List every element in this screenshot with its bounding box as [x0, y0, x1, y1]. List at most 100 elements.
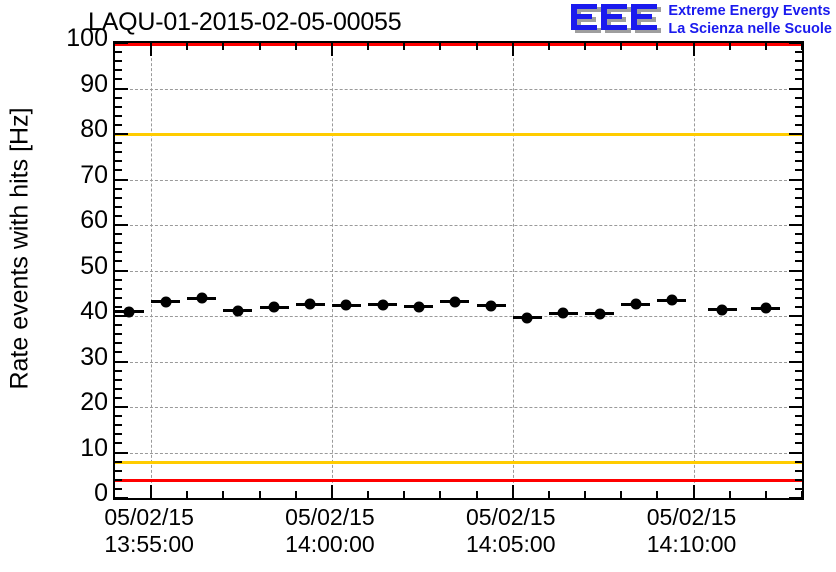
gridline-vertical: [512, 43, 514, 498]
data-point-marker[interactable]: [594, 308, 606, 320]
data-point-marker[interactable]: [630, 298, 642, 310]
x-tick-minor: [186, 491, 189, 498]
y-tick-minor-right: [795, 69, 802, 72]
y-tick-minor: [115, 60, 122, 63]
y-tick-major-right: [789, 315, 802, 317]
x-axis-tick-labels: 05/02/15 13:55:00 05/02/15 14:00:00 05/02/15…: [104, 504, 800, 572]
y-tick-major-right: [789, 360, 802, 363]
x-tick-major-top: [511, 43, 514, 56]
x-tick-minor: [656, 491, 659, 498]
y-tick-minor-right: [795, 187, 802, 190]
eee-logo-line2: La Scienza nelle Scuole: [668, 20, 832, 37]
data-point-marker[interactable]: [340, 299, 352, 311]
y-tick-minor-right: [795, 160, 802, 163]
y-tick-minor-right: [795, 169, 802, 172]
data-point-marker[interactable]: [413, 301, 425, 313]
y-tick-minor-right: [795, 442, 802, 445]
y-tick-minor: [115, 469, 122, 472]
data-point-marker[interactable]: [557, 307, 569, 319]
x-tick-minor-top: [584, 43, 587, 50]
x-tick-minor: [584, 491, 587, 498]
y-tick-minor: [115, 187, 122, 190]
y-tick-label: 30: [80, 342, 108, 371]
y-tick-minor: [115, 342, 122, 345]
y-tick-minor-right: [795, 242, 802, 245]
data-point-marker[interactable]: [304, 298, 316, 310]
y-tick-minor: [115, 396, 122, 399]
y-tick-minor: [115, 460, 122, 463]
y-tick-label: 60: [80, 206, 108, 234]
x-tick-major: [330, 485, 333, 498]
y-tick-minor: [115, 296, 122, 299]
y-tick-minor: [115, 96, 122, 99]
data-point-marker[interactable]: [232, 305, 244, 317]
y-tick-minor-right: [795, 324, 802, 327]
y-tick-minor: [115, 251, 122, 254]
y-tick-major-right: [789, 42, 802, 44]
y-tick-minor: [115, 260, 122, 263]
x-tick-minor-top: [620, 43, 623, 50]
data-point-marker[interactable]: [521, 312, 533, 324]
y-tick-minor-right: [795, 233, 802, 236]
y-tick-major: [115, 133, 128, 135]
y-tick-minor: [115, 160, 122, 163]
data-point-marker[interactable]: [716, 304, 728, 316]
plot-area: [115, 43, 802, 498]
data-point-marker[interactable]: [160, 296, 172, 308]
y-tick-major: [115, 224, 128, 226]
y-axis-tick-labels: 0 10 20 30 40 50 60 70 80 90 100: [0, 24, 108, 507]
y-tick-minor-right: [795, 342, 802, 345]
y-tick-minor-right: [795, 351, 802, 354]
y-tick-minor-right: [795, 114, 802, 117]
y-tick-minor-right: [795, 396, 802, 399]
y-tick-minor-right: [795, 96, 802, 99]
y-tick-minor: [115, 123, 122, 126]
y-tick-minor-right: [795, 424, 802, 427]
gridline-horizontal: [115, 407, 802, 408]
x-tick-minor: [439, 491, 442, 498]
y-tick-minor: [115, 305, 122, 308]
y-tick-minor: [115, 205, 122, 208]
data-point-marker[interactable]: [268, 301, 280, 313]
eee-mark-icon: [568, 3, 662, 37]
y-tick-major: [115, 315, 128, 317]
y-tick-major: [115, 406, 128, 408]
y-tick-label: 0: [94, 479, 108, 507]
gridline-horizontal: [115, 316, 802, 317]
x-tick-label-time: 14:05:00: [465, 531, 556, 558]
data-point-marker[interactable]: [485, 300, 497, 312]
y-tick-minor-right: [795, 205, 802, 208]
y-tick-minor-right: [795, 287, 802, 290]
data-point-marker[interactable]: [196, 292, 208, 304]
y-tick-major: [115, 269, 128, 272]
x-tick-minor-top: [475, 43, 478, 50]
y-tick-label: 80: [80, 115, 108, 143]
y-tick-label: 90: [80, 69, 108, 98]
x-tick-minor-top: [728, 43, 731, 50]
x-tick-label: 05/02/15 14:10:00: [647, 504, 737, 558]
gridline-vertical: [331, 43, 333, 498]
data-point-marker[interactable]: [123, 306, 135, 318]
data-point-marker[interactable]: [377, 299, 389, 311]
y-tick-major-right: [789, 451, 802, 454]
x-tick-minor-top: [222, 43, 225, 50]
y-tick-minor-right: [795, 487, 802, 490]
y-tick-minor-right: [795, 433, 802, 436]
gridline-horizontal: [115, 270, 802, 272]
data-point-marker[interactable]: [449, 296, 461, 308]
y-tick-major-right: [789, 269, 802, 272]
data-point-marker[interactable]: [666, 294, 678, 306]
y-tick-minor: [115, 351, 122, 354]
y-tick-major-right: [789, 406, 802, 408]
gridline-horizontal: [115, 452, 802, 454]
y-tick-minor-right: [795, 369, 802, 372]
y-tick-minor-right: [795, 469, 802, 472]
x-tick-major: [511, 485, 514, 498]
y-tick-minor: [115, 105, 122, 108]
y-tick-major: [115, 360, 128, 363]
x-tick-minor-top: [403, 43, 406, 50]
y-tick-minor-right: [795, 51, 802, 54]
y-tick-minor-right: [795, 296, 802, 299]
data-point-marker[interactable]: [760, 302, 772, 314]
x-tick-minor: [728, 491, 731, 498]
